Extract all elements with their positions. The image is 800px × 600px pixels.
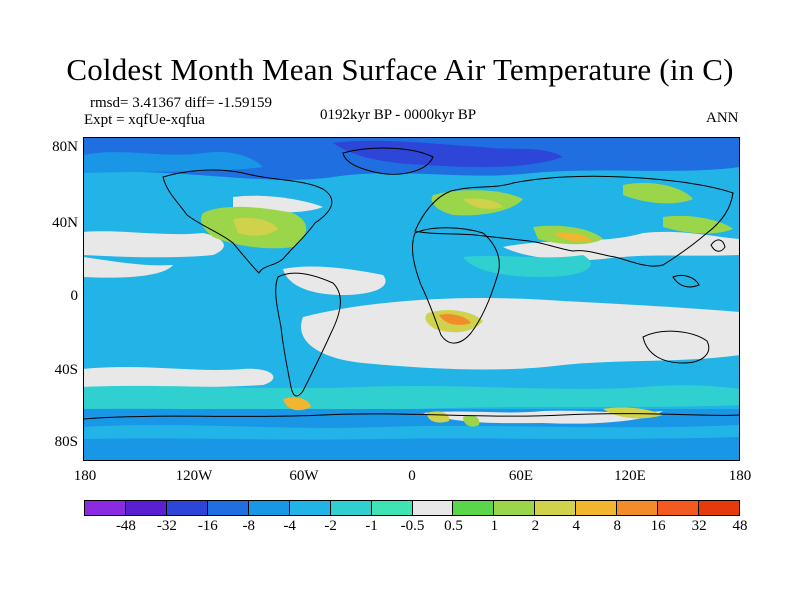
lat-tick-label: 0: [70, 288, 79, 304]
colorbar-swatch: [124, 500, 167, 516]
page-title: Coldest Month Mean Surface Air Temperatu…: [66, 52, 734, 87]
colorbar-label: 16: [650, 518, 666, 534]
south-america-coast: [275, 272, 341, 397]
lon-tick-label: 180: [728, 468, 752, 484]
colorbar-label: -32: [156, 518, 177, 534]
colorbar-label: 8: [613, 518, 621, 534]
arctic-cold-patch: [333, 140, 563, 168]
north-america-warm-core: [233, 217, 278, 236]
lon-tick-label: 0: [408, 468, 416, 484]
southern-ocean-band: [83, 385, 740, 411]
colorbar-swatch: [493, 500, 536, 516]
arctic-patch-west: [83, 151, 263, 173]
africa-coast: [412, 227, 500, 344]
experiment-label: Expt = xqfUe-xqfua: [84, 112, 205, 128]
europe-warm-core: [463, 198, 503, 209]
equator-west-light: [83, 257, 173, 278]
lat-tick-label: 80N: [52, 139, 78, 155]
colorbar-label: -48: [115, 518, 136, 534]
colorbar-label: -2: [324, 518, 337, 534]
colorbar-swatch: [575, 500, 618, 516]
north-america-coast: [162, 169, 333, 274]
southern-pacific-light: [83, 367, 274, 387]
greenland-coast: [342, 147, 434, 175]
east-asia-warm: [663, 215, 733, 234]
southern-light-band: [301, 298, 740, 370]
stats-text: rmsd= 3.41367 diff= -1.59159: [90, 95, 273, 111]
australia-coast: [642, 330, 710, 364]
colorbar-swatch: [247, 500, 290, 516]
antarctica-coast: [83, 413, 740, 420]
antarctic-warm-a: [427, 411, 450, 423]
colorbar-label: 4: [572, 518, 581, 534]
lat-tick-label: 80S: [54, 434, 78, 450]
south-america-tip-warm: [283, 397, 311, 411]
colorbar-label: 2: [531, 518, 540, 534]
colorbar-swatch: [206, 500, 249, 516]
asia-warm-core: [553, 232, 591, 242]
coastlines: [83, 147, 740, 420]
colorbar-swatch: [370, 500, 413, 516]
lon-tick-label: 60E: [508, 468, 534, 484]
colorbar-swatch: [288, 500, 331, 516]
eurasia-coast: [414, 175, 734, 267]
africa-warm-core: [439, 314, 471, 325]
colorbar-label: -8: [242, 518, 256, 534]
colorbar-swatch: [329, 500, 372, 516]
colorbar-swatch: [165, 500, 208, 516]
temperature-map: [83, 137, 740, 461]
map-frame: [83, 137, 740, 461]
lat-tick-label: 40S: [54, 362, 78, 378]
lon-tick-label: 60W: [289, 468, 319, 484]
colorbar-label: 48: [732, 518, 748, 534]
siberia-warm: [623, 182, 693, 204]
colorbar-swatch: [411, 500, 454, 516]
colorbar-swatch: [452, 500, 495, 516]
colorbar-label: 0.5: [444, 518, 463, 534]
antarctic-coastal: [83, 425, 740, 440]
colorbar-label: -4: [283, 518, 296, 534]
colorbar-swatch: [657, 500, 700, 516]
colorbar-label: -0.5: [400, 518, 425, 534]
colorbar-swatch: [616, 500, 659, 516]
colorbar-swatch: [84, 500, 126, 516]
colorbar-label: 1: [490, 518, 499, 534]
antarctic-warm-c: [463, 415, 480, 427]
colorbar: [84, 500, 740, 516]
colorbar-label: 32: [691, 518, 707, 534]
colorbar-swatch: [698, 500, 740, 516]
map-svg: [83, 137, 740, 461]
japan-coast: [710, 239, 726, 252]
pacific-light-band: [83, 231, 224, 258]
amazon-light-patch: [283, 266, 386, 295]
colorbar-label: -1: [365, 518, 378, 534]
lon-tick-label: 180: [73, 468, 97, 484]
period-label: 0192kyr BP - 0000kyr BP: [320, 107, 477, 123]
lat-tick-label: 40N: [52, 215, 78, 231]
antarctic-warm-b: [603, 407, 663, 419]
lon-tick-label: 120W: [175, 468, 213, 484]
middle-east-teal: [463, 255, 591, 277]
borneo-coast: [672, 274, 700, 288]
colorbar-label: -16: [197, 518, 218, 534]
colorbar-swatch: [534, 500, 577, 516]
lon-tick-label: 120E: [614, 468, 646, 484]
season-label: ANN: [706, 110, 739, 126]
